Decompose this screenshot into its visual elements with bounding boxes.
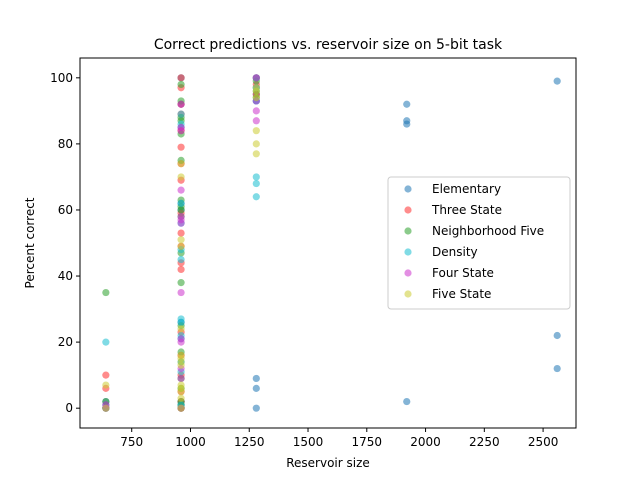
point-1-16	[177, 143, 185, 151]
point-3-13	[177, 110, 185, 118]
legend-label-1: Three State	[431, 203, 502, 217]
point-5-10	[177, 325, 185, 333]
point-0-24	[553, 331, 561, 340]
legend-marker-0	[404, 185, 412, 193]
point-4-18	[252, 74, 260, 82]
point-2-22	[177, 80, 185, 89]
point-5-0	[102, 404, 110, 412]
point-5-12	[177, 236, 185, 244]
point-4-16	[252, 107, 260, 115]
point-4-7	[177, 288, 185, 297]
legend-items: Elementary Three State Neighborhood Five De…	[404, 182, 544, 301]
point-3-11	[177, 199, 185, 207]
x-tick-label-0: 750	[120, 435, 143, 449]
point-0-23	[553, 364, 561, 373]
x-tick-label-6: 2250	[469, 435, 500, 449]
point-4-15	[252, 117, 260, 125]
point-1-12	[177, 229, 185, 237]
point-5-15	[252, 150, 260, 158]
point-5-13	[177, 173, 185, 181]
point-2-2	[102, 288, 110, 297]
plot-frame	[79, 57, 577, 429]
x-axis-ticks: 750 1000 1250 1500 1750 2000 2250 2500	[120, 428, 558, 449]
point-0-21	[403, 117, 411, 125]
point-5-2	[177, 404, 185, 412]
legend-label-3: Density	[432, 245, 478, 259]
point-2-11	[177, 279, 185, 287]
point-5-9	[177, 351, 185, 359]
legend-label-2: Neighborhood Five	[432, 224, 544, 238]
legend-marker-1	[404, 206, 412, 214]
legend-label-4: Four State	[432, 266, 494, 280]
points-layer	[102, 74, 561, 412]
point-0-13	[252, 384, 260, 392]
point-0-22	[403, 100, 411, 108]
point-3-7	[177, 315, 185, 323]
legend-marker-5	[404, 290, 412, 298]
point-4-11	[177, 186, 185, 194]
y-tick-label-1: 20	[58, 335, 73, 349]
y-tick-label-4: 80	[58, 137, 73, 151]
legend-label-0: Elementary	[432, 182, 501, 196]
point-3-1	[102, 338, 110, 346]
y-tick-label-0: 0	[65, 401, 73, 415]
point-1-9	[177, 265, 185, 274]
point-5-11	[177, 242, 185, 250]
x-axis-label: Reservoir size	[286, 456, 370, 470]
point-3-14	[252, 193, 260, 201]
y-tick-label-2: 40	[58, 269, 73, 283]
point-5-7	[177, 361, 185, 369]
point-5-17	[252, 127, 260, 135]
point-0-19	[403, 397, 411, 406]
legend-marker-4	[404, 269, 412, 277]
point-5-6	[177, 381, 185, 389]
point-5-20	[252, 84, 260, 92]
point-5-1	[102, 381, 110, 389]
x-tick-label-5: 2000	[410, 435, 441, 449]
y-axis-label: Percent correct	[23, 197, 37, 288]
legend-label-5: Five State	[432, 287, 491, 301]
point-3-8	[177, 255, 185, 264]
point-0-25	[553, 77, 561, 85]
point-4-6	[177, 335, 185, 343]
point-1-2	[102, 371, 110, 379]
point-1-21	[177, 74, 185, 82]
point-0-14	[252, 374, 260, 383]
point-0-12	[252, 404, 260, 412]
x-tick-label-7: 2500	[528, 435, 559, 449]
legend-marker-2	[404, 227, 412, 235]
x-tick-label-1: 1000	[175, 435, 206, 449]
point-4-14	[177, 100, 185, 108]
point-5-3	[177, 394, 185, 402]
x-tick-label-3: 1500	[293, 435, 324, 449]
point-4-10	[177, 212, 185, 221]
point-5-18	[252, 94, 260, 102]
legend-box	[387, 176, 571, 310]
legend: Elementary Three State Neighborhood Five De…	[387, 176, 571, 310]
legend-marker-3	[404, 248, 412, 256]
point-5-16	[252, 140, 260, 148]
y-tick-label-5: 100	[50, 71, 73, 85]
point-4-13	[177, 123, 185, 131]
chart-title: Correct predictions vs. reservoir size o…	[154, 37, 503, 53]
y-axis-ticks: 0 20 40 60 80 100	[50, 71, 80, 415]
point-3-16	[252, 173, 260, 181]
x-tick-label-4: 1750	[352, 435, 383, 449]
y-tick-label-3: 60	[58, 203, 73, 217]
x-tick-label-2: 1250	[234, 435, 265, 449]
point-3-15	[252, 179, 260, 188]
point-4-3	[177, 374, 185, 383]
point-5-14	[177, 160, 185, 168]
